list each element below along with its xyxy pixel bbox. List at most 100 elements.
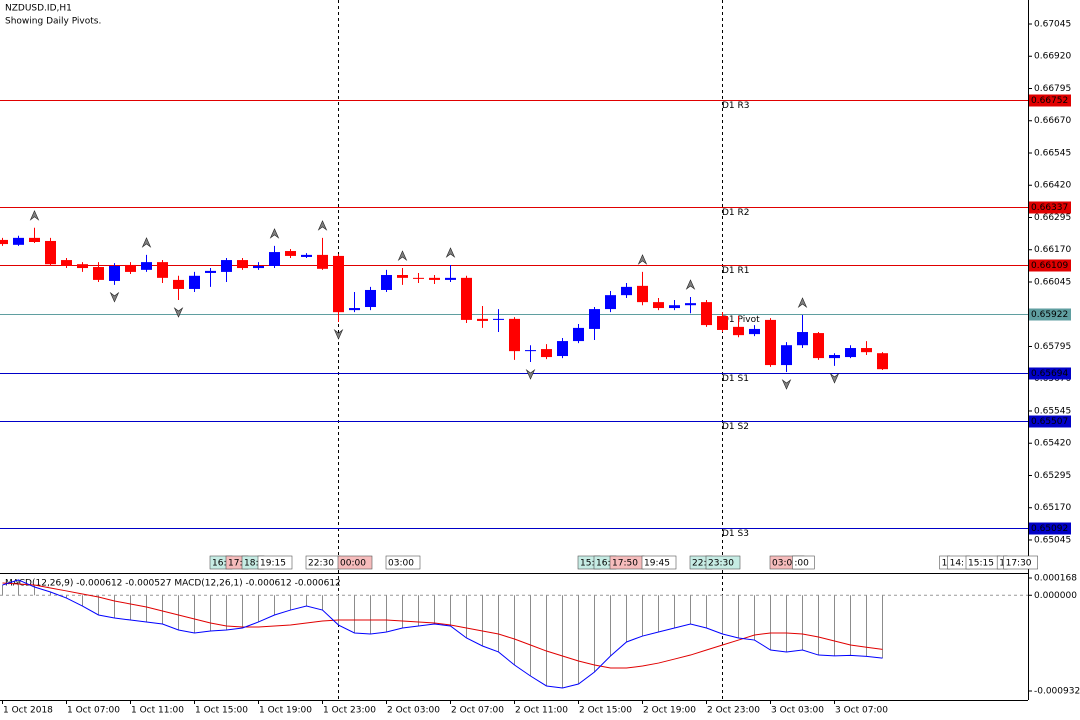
fractal-up [269, 228, 280, 239]
x-tick-label: 2 Oct 23:00 [707, 706, 760, 716]
y-tick-label: 0.66545 [1034, 148, 1071, 158]
x-tick-label: 2 Oct 15:00 [579, 706, 632, 716]
candle-body [797, 332, 808, 346]
pivot-price-box [1029, 201, 1071, 214]
x-tick-label: 2 Oct 03:00 [387, 706, 440, 716]
candle-body [429, 277, 440, 280]
candle-body [477, 318, 488, 321]
candle-body [141, 262, 152, 270]
fractal-up [797, 297, 808, 308]
candle-body [701, 302, 712, 326]
event-label: 00:00 [340, 559, 366, 569]
pivot-price-label: 0.65922 [1031, 310, 1068, 320]
candle-body [413, 277, 424, 279]
candle-body [269, 252, 280, 266]
event-box [337, 555, 373, 570]
candle-body [77, 264, 88, 269]
candle-body [877, 353, 888, 370]
candle-body [13, 237, 24, 245]
candle-body [749, 328, 760, 335]
pivot-label: D1 R2 [722, 208, 750, 218]
event-label: 17:50 [612, 559, 638, 569]
pivot-price-label: 0.65694 [1031, 369, 1068, 379]
event-box [1003, 555, 1038, 570]
event-label: 23:30 [708, 559, 734, 569]
y-tick-label: 0.66670 [1034, 116, 1071, 126]
candle-body [109, 265, 120, 281]
candle-body [317, 254, 328, 269]
candle-body [125, 264, 136, 272]
candle-body [829, 354, 840, 359]
candle-body [733, 326, 744, 336]
event-box [792, 555, 815, 570]
candle-body [573, 327, 584, 342]
pivot-label: D1 S2 [722, 422, 749, 432]
event-label: 22:30 [308, 559, 334, 569]
fractal-up [397, 250, 408, 261]
x-tick-label: 2 Oct 19:00 [643, 706, 696, 716]
x-tick-label: 1 Oct 11:00 [131, 706, 184, 716]
candle-body [493, 318, 504, 320]
event-box [257, 555, 293, 570]
event-label: 1 [942, 559, 948, 569]
candle-body [781, 345, 792, 366]
y-tick-label: 0.66420 [1034, 181, 1071, 191]
candle-body [845, 348, 856, 358]
event-label: 16: [596, 559, 610, 569]
event-box [641, 555, 677, 570]
y-tick-label: 0.66795 [1034, 84, 1071, 94]
pivot-price-label: 0.65092 [1031, 524, 1068, 534]
fractal-down [333, 329, 344, 340]
candle-body [685, 303, 696, 306]
x-tick-label: 1 Oct 23:00 [323, 706, 376, 716]
candle-body [301, 254, 312, 257]
pivot-price-box [1029, 94, 1071, 107]
candle-body [157, 262, 168, 278]
y-tick-label: 0.65420 [1034, 439, 1071, 449]
candle-body [557, 341, 568, 357]
candle-body [765, 319, 776, 366]
y-tick-label: 0.66295 [1034, 213, 1071, 223]
candle-body [637, 285, 648, 303]
candle-body [861, 348, 872, 353]
fractal-down [173, 307, 184, 318]
candle-body [717, 316, 728, 330]
candle-body [29, 237, 40, 242]
x-tick-label: 3 Oct 03:00 [771, 706, 824, 716]
chart-subtitle: Showing Daily Pivots. [5, 17, 101, 27]
macd-y-tick-label: -0.000932 [1034, 687, 1080, 697]
event-label: :00 [794, 559, 809, 569]
event-label: 16: [212, 559, 226, 569]
candle-body [189, 275, 200, 289]
chart-title: NZDUSD.ID,H1 [5, 4, 72, 14]
fractal-up [685, 279, 696, 290]
fractal-up [29, 210, 40, 221]
event-label: 19:15 [260, 559, 286, 569]
candle-body [397, 275, 408, 278]
y-tick-label: 0.65545 [1034, 406, 1071, 416]
macd-y-tick-label: 0.000168 [1034, 574, 1077, 584]
candle-body [605, 295, 616, 310]
y-tick-label: 0.67045 [1034, 19, 1071, 29]
fractal-up [637, 254, 648, 265]
y-tick-label: 0.65170 [1034, 503, 1071, 513]
macd-signal-line [2, 582, 883, 669]
candle-body [509, 318, 520, 352]
candle-body [813, 333, 824, 359]
pivot-price-label: 0.66337 [1031, 203, 1068, 213]
candle-body [589, 309, 600, 329]
x-tick-label: 1 Oct 15:00 [195, 706, 248, 716]
candle-body [653, 302, 664, 309]
x-tick-label: 1 Oct 2018 [3, 706, 53, 716]
candle-body [0, 239, 8, 245]
candle-body [461, 277, 472, 320]
event-label: 15:15 [968, 559, 994, 569]
candle-body [669, 305, 680, 309]
pivot-price-label: 0.66752 [1031, 96, 1068, 106]
y-tick-label: 0.65295 [1034, 471, 1071, 481]
fractal-up [445, 247, 456, 258]
x-tick-label: 3 Oct 07:00 [835, 706, 888, 716]
pivot-label: D1 R3 [722, 101, 750, 111]
